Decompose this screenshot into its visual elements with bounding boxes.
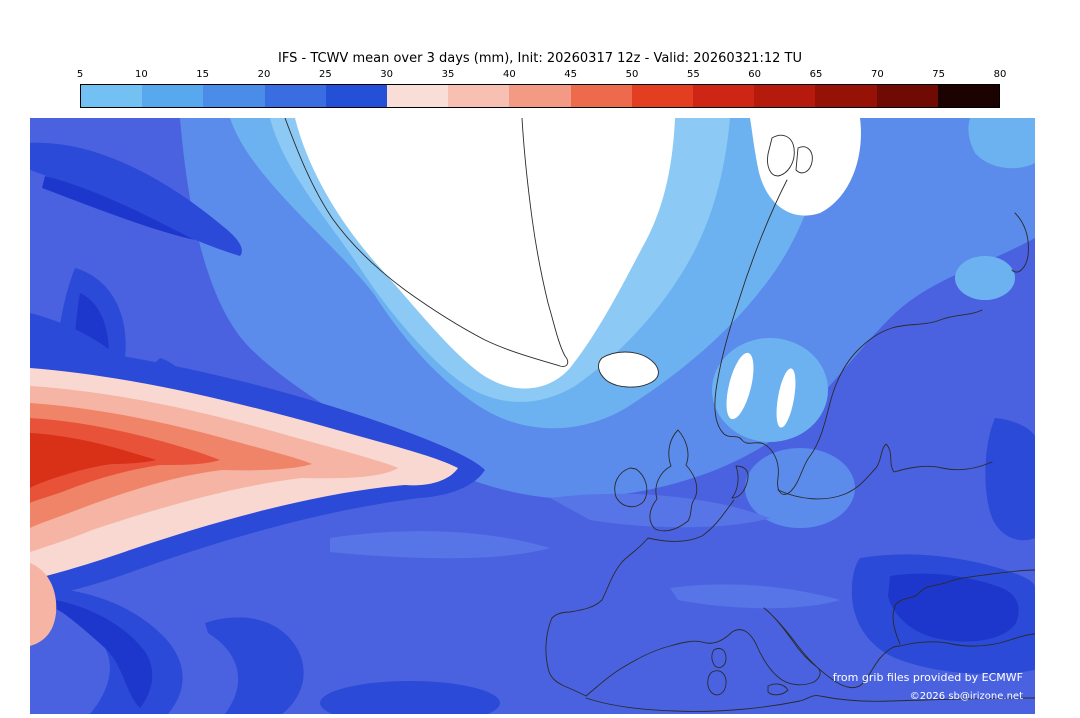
colorbar-segment [509, 85, 571, 107]
colorbar-ticks: 5 10 15 20 25 30 35 40 45 50 55 60 65 70 75 80 [76, 69, 1007, 82]
colorbar-tick-label: 10 [134, 69, 148, 80]
colorbar-segment [325, 85, 388, 107]
colorbar-tick-label: 65 [809, 69, 823, 80]
field-under-5mm-norway-1 [726, 352, 754, 420]
plume-50-55mm-core [30, 433, 156, 488]
colorbar-segment [448, 85, 510, 107]
colorbar-segment [631, 85, 694, 107]
britain-coastline [649, 429, 698, 532]
svalbard-island-2 [795, 146, 813, 174]
blacksea-north-coastline [892, 569, 1035, 645]
field-dark-core-nw [42, 176, 195, 240]
credit-source: from grib files provided by ECMWF [832, 671, 1023, 685]
colorbar-tick-label: 25 [318, 69, 332, 80]
colorbar-tick-label: 80 [993, 69, 1007, 80]
colorbar-segment [693, 85, 755, 107]
field-dark-core-blacksea [888, 573, 1019, 642]
colorbar-tick-label: 40 [502, 69, 516, 80]
sicily-coastline [767, 683, 789, 696]
greenland-coastline [284, 118, 569, 367]
colorbar-segment [937, 85, 1000, 107]
field-dark-swirl-sw-2 [205, 617, 304, 714]
iceland-coastline [598, 351, 659, 388]
field-under-5mm-greenland [295, 118, 675, 389]
north-africa-coastline [585, 695, 1035, 712]
colorbar-tick-label: 35 [441, 69, 455, 80]
colorbar-tick-label: 50 [625, 69, 639, 80]
svalbard-island-1 [767, 134, 795, 177]
credit-copyright: ©2026 sb@irizone.net [909, 691, 1023, 702]
colorbar-segment [203, 85, 265, 107]
field-dark-east-edge [985, 418, 1035, 541]
colorbar-segment [815, 85, 877, 107]
colorbar-segment [81, 85, 143, 107]
field-streak-mediterranean [670, 584, 840, 609]
colorbar-segment [876, 85, 938, 107]
tcwv-field-map [30, 118, 1035, 714]
colorbar-tick-label: 70 [870, 69, 884, 80]
colorbar-tick-label: 30 [380, 69, 394, 80]
europe-coastline [545, 499, 1035, 697]
field-light-patch-ne-corner [968, 118, 1035, 169]
field-dark-band-south [320, 681, 500, 714]
field-light-patch-barents [955, 256, 1015, 300]
colorbar-tick-label: 45 [564, 69, 578, 80]
colorbar-segment [264, 85, 326, 107]
field-under-5mm-norway-2 [776, 368, 796, 428]
denmark-coastline [731, 465, 749, 499]
map-credits: from grib files provided by ECMWF ©2026 … [833, 668, 1023, 706]
plume-edge-sw-corner [30, 563, 57, 646]
colorbar-tick-label: 75 [932, 69, 946, 80]
field-dark-streak-nw [30, 142, 242, 256]
ireland-coastline [614, 467, 648, 508]
scandinavia-coastline [714, 179, 983, 495]
field-streak-northsea [550, 493, 770, 528]
colorbar-segment [754, 85, 816, 107]
novaya-zemlya-coastline [1011, 212, 1029, 273]
colorbar-segment [570, 85, 632, 107]
field-light-patch-baltic [745, 448, 855, 528]
colorbar-segment [387, 85, 449, 107]
corsica-coastline [711, 647, 727, 669]
colorbar-segment [142, 85, 204, 107]
sardinia-coastline [707, 670, 727, 696]
colorbar-tick-label: 55 [686, 69, 700, 80]
colorbar-tick-label: 60 [748, 69, 762, 80]
weather-map: from grib files provided by ECMWF ©2026 … [30, 118, 1035, 714]
field-streak-atlantic [330, 531, 550, 559]
colorbar-tick-label: 20 [257, 69, 271, 80]
colorbar-tick-label: 15 [196, 69, 210, 80]
page-title: IFS - TCWV mean over 3 days (mm), Init: … [278, 51, 802, 66]
colorbar [80, 84, 1000, 108]
colorbar-tick-label: 5 [76, 69, 84, 80]
field-dark-swirl-sw-core [52, 600, 153, 708]
baltic-coastline [777, 443, 993, 500]
